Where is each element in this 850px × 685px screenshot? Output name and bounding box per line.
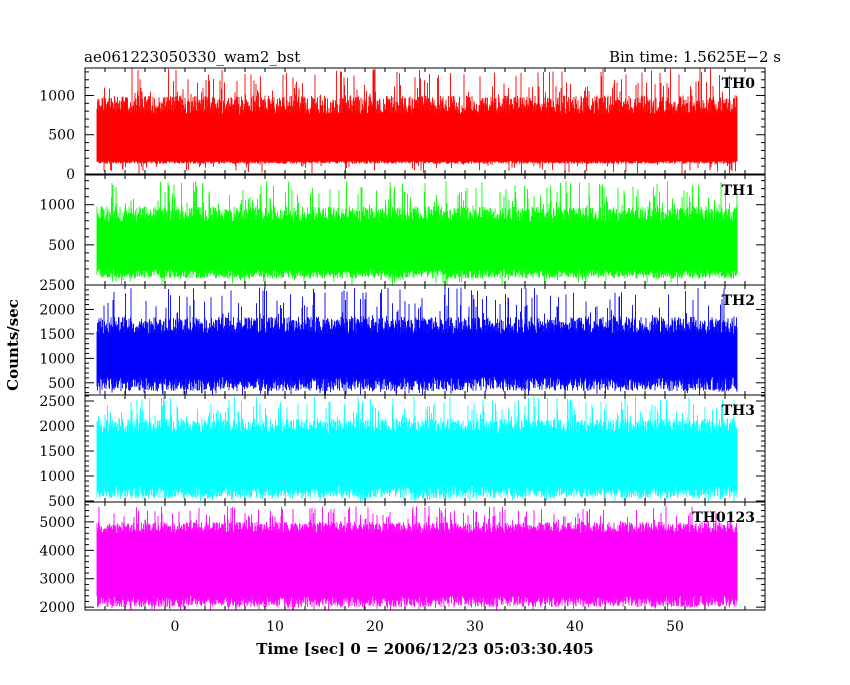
- series-th0: [96, 68, 738, 174]
- y-axis-title: Counts/sec: [4, 299, 22, 391]
- series-th3: [96, 396, 738, 502]
- x-tick-label: 40: [566, 619, 584, 635]
- y-tick-label: 2000: [39, 419, 75, 435]
- y-tick-label: 1000: [39, 351, 75, 367]
- y-tick-label: 500: [48, 238, 75, 254]
- x-tick-label: 50: [666, 619, 684, 635]
- y-tick-label: 0: [66, 278, 75, 294]
- y-tick-label: 1000: [39, 469, 75, 485]
- panel-label-th3: TH3: [722, 403, 755, 419]
- panel-th2: 500 1000 1500 2000 2500 TH2: [39, 278, 766, 396]
- panel-label-th2: TH2: [722, 293, 755, 309]
- panel-th1: 0 500 1000 TH1: [39, 174, 766, 294]
- series-band-th0: [97, 123, 737, 161]
- y-tick-label: 0: [66, 167, 75, 183]
- y-tick-label: 1000: [39, 198, 75, 214]
- header-right: Bin time: 1.5625E−2 s: [609, 48, 781, 66]
- y-tick-label: 2000: [39, 600, 75, 616]
- y-tick-label: 2000: [39, 302, 75, 318]
- x-tick-label: 0: [171, 619, 180, 635]
- y-tick-label: 5000: [39, 515, 75, 531]
- panel-label-th1: TH1: [722, 183, 755, 199]
- panel-th0: 0 500 1000 TH0: [39, 67, 766, 183]
- y-tick-label: 3000: [39, 572, 75, 588]
- x-tick-label: 20: [366, 619, 384, 635]
- series-band-th1: [97, 231, 737, 269]
- series-band-th3: [97, 447, 737, 486]
- series-th1: [96, 180, 738, 285]
- series-band-th2: [97, 344, 737, 377]
- header-left: ae061223050330_wam2_bst: [84, 48, 300, 66]
- y-tick-label: 1500: [39, 444, 75, 460]
- series-band-th0123: [97, 552, 737, 596]
- panel-th0123: 2000 3000 4000 5000 TH0123: [39, 501, 766, 616]
- y-tick-label: 500: [48, 494, 75, 510]
- series-th2: [96, 287, 738, 395]
- panel-th3: 500 1000 1500 2000 2500 TH3: [39, 394, 766, 510]
- series-th0123: [96, 506, 738, 610]
- y-tick-label: 2500: [39, 278, 75, 294]
- y-tick-label: 500: [48, 376, 75, 392]
- y-tick-label: 4000: [39, 543, 75, 559]
- x-axis-title: Time [sec] 0 = 2006/12/23 05:03:30.405: [256, 640, 593, 658]
- panels-group: 05001000TH005001000TH1500100015002000250…: [39, 67, 766, 635]
- series-line-th2: [96, 287, 738, 395]
- y-tick-label: 1000: [39, 88, 75, 104]
- y-tick-label: 1500: [39, 327, 75, 343]
- x-tick-label: 10: [266, 619, 284, 635]
- panel-label-th0: TH0: [722, 76, 756, 92]
- x-tick-label: 30: [466, 619, 484, 635]
- panel-label-th0123: TH0123: [692, 510, 755, 526]
- y-tick-label: 500: [48, 128, 75, 144]
- y-tick-label: 2500: [39, 394, 75, 410]
